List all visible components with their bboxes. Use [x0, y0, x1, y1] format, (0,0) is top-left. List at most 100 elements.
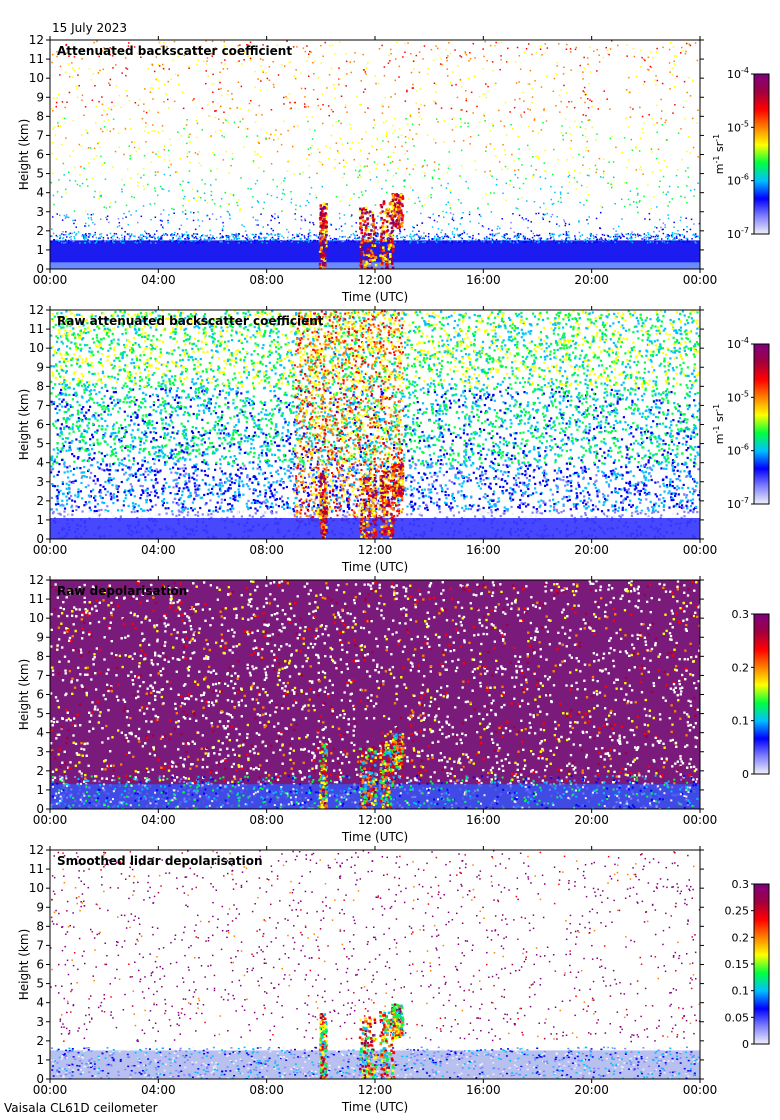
x-tick-label: 00:00 — [33, 273, 68, 287]
x-tick-label: 08:00 — [249, 543, 284, 557]
y-tick-label: 10 — [29, 881, 44, 895]
y-tick-label: 12 — [29, 573, 44, 587]
y-tick-label: 1 — [36, 783, 44, 797]
x-axis-label: Time (UTC) — [341, 1100, 408, 1114]
y-axis-label: Height (km) — [17, 389, 31, 460]
colorbar — [753, 73, 770, 235]
x-tick-label: 20:00 — [574, 813, 609, 827]
y-tick-label: 2 — [36, 494, 44, 508]
y-tick-label: 5 — [36, 977, 44, 991]
colorbar-tick-label: 10-5 — [727, 119, 749, 134]
y-tick-label: 6 — [36, 418, 44, 432]
instrument-label: Vaisala CL61D ceilometer — [4, 1101, 158, 1115]
x-tick-label: 04:00 — [141, 813, 176, 827]
x-tick-label: 16:00 — [466, 1083, 501, 1097]
heatmap-cells — [50, 310, 700, 539]
colorbar-tick-label: 0.2 — [732, 931, 750, 944]
y-tick-label: 7 — [36, 398, 44, 412]
colorbar-unit: m-1 sr-1 — [712, 134, 726, 174]
x-tick-label: 00:00 — [33, 543, 68, 557]
y-tick-label: 12 — [29, 843, 44, 857]
y-tick-label: 5 — [36, 167, 44, 181]
y-tick-label: 9 — [36, 630, 44, 644]
y-tick-label: 3 — [36, 745, 44, 759]
y-tick-label: 9 — [36, 900, 44, 914]
y-tick-label: 7 — [36, 668, 44, 682]
y-axis-label: Height (km) — [17, 659, 31, 730]
x-tick-label: 16:00 — [466, 813, 501, 827]
x-tick-label: 16:00 — [466, 273, 501, 287]
panel-title: Smoothed lidar depolarisation — [57, 854, 263, 868]
y-tick-label: 5 — [36, 437, 44, 451]
y-tick-label: 9 — [36, 360, 44, 374]
y-tick-label: 0 — [36, 532, 44, 546]
panel-title: Raw attenuated backscatter coefficient — [57, 314, 324, 328]
y-tick-label: 4 — [36, 186, 44, 200]
y-tick-label: 1 — [36, 243, 44, 257]
y-tick-label: 4 — [36, 456, 44, 470]
cloud-event — [318, 1003, 405, 1079]
colorbar-tick-label: 0 — [742, 768, 749, 781]
panel-title: Raw depolarisation — [57, 584, 187, 598]
y-tick-label: 6 — [36, 688, 44, 702]
colorbar-tick-label: 0.1 — [732, 715, 750, 728]
cloud-event — [318, 463, 405, 539]
x-tick-label: 00:00 — [683, 1083, 718, 1097]
x-tick-label: 20:00 — [574, 273, 609, 287]
colorbar-tick-label: 10-6 — [727, 173, 749, 188]
y-tick-label: 12 — [29, 303, 44, 317]
y-tick-label: 6 — [36, 958, 44, 972]
y-tick-label: 2 — [36, 224, 44, 238]
y-tick-label: 1 — [36, 513, 44, 527]
y-tick-label: 4 — [36, 996, 44, 1010]
x-tick-label: 00:00 — [683, 273, 718, 287]
x-tick-label: 04:00 — [141, 273, 176, 287]
y-tick-label: 1 — [36, 1053, 44, 1067]
cloud-event — [318, 193, 405, 269]
noise-background — [50, 580, 700, 809]
y-tick-label: 8 — [36, 109, 44, 123]
y-tick-label: 10 — [29, 341, 44, 355]
y-tick-label: 6 — [36, 148, 44, 162]
x-tick-label: 20:00 — [574, 543, 609, 557]
y-tick-label: 9 — [36, 90, 44, 104]
y-tick-label: 5 — [36, 707, 44, 721]
y-tick-label: 10 — [29, 611, 44, 625]
x-tick-label: 12:00 — [358, 813, 393, 827]
colorbar-tick-label: 10-6 — [727, 443, 749, 458]
x-tick-label: 12:00 — [358, 1083, 393, 1097]
y-tick-label: 4 — [36, 726, 44, 740]
x-tick-label: 04:00 — [141, 1083, 176, 1097]
x-axis-label: Time (UTC) — [341, 830, 408, 844]
colorbar-tick-label: 10-5 — [727, 389, 749, 404]
y-tick-label: 8 — [36, 379, 44, 393]
x-tick-label: 08:00 — [249, 813, 284, 827]
colorbar-tick-label: 0.15 — [725, 958, 750, 971]
y-tick-label: 11 — [29, 862, 44, 876]
y-tick-label: 11 — [29, 592, 44, 606]
y-tick-label: 2 — [36, 1034, 44, 1048]
x-tick-label: 08:00 — [249, 273, 284, 287]
y-tick-label: 7 — [36, 128, 44, 142]
colorbar — [753, 343, 770, 505]
x-tick-label: 16:00 — [466, 543, 501, 557]
heatmap-cells — [50, 580, 700, 809]
y-axis-label: Height (km) — [17, 119, 31, 190]
x-tick-label: 00:00 — [683, 813, 718, 827]
colorbar — [753, 613, 770, 775]
plot-area — [50, 850, 700, 1079]
panel-title: Attenuated backscatter coefficient — [57, 44, 292, 58]
colorbar-tick-label: 10-7 — [727, 226, 749, 241]
y-tick-label: 7 — [36, 938, 44, 952]
colorbar-tick-label: 0 — [742, 1038, 749, 1051]
y-tick-label: 0 — [36, 262, 44, 276]
x-tick-label: 12:00 — [358, 543, 393, 557]
x-tick-label: 20:00 — [574, 1083, 609, 1097]
colorbar-unit: m-1 sr-1 — [712, 404, 726, 444]
colorbar-tick-label: 10-4 — [727, 66, 749, 81]
